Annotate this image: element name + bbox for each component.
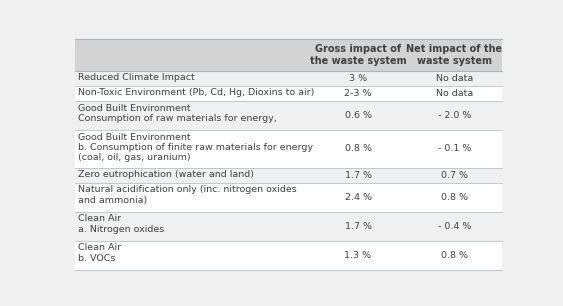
Bar (406, 183, 502, 212)
Text: 0.6 %: 0.6 % (345, 111, 372, 120)
Bar (310, 39, 406, 71)
Text: Gross impact of
the waste system: Gross impact of the waste system (310, 44, 406, 66)
Bar (310, 130, 406, 168)
Text: Zero eutrophication (water and land): Zero eutrophication (water and land) (78, 170, 254, 179)
Bar (75, 183, 310, 212)
Text: Good Built Environment
Consumption of raw materials for energy,: Good Built Environment Consumption of ra… (78, 104, 277, 123)
Bar (310, 101, 406, 130)
Text: 0.8 %: 0.8 % (345, 144, 372, 154)
Text: - 0.1 %: - 0.1 % (437, 144, 471, 154)
Text: No data: No data (436, 89, 473, 98)
Bar (406, 71, 502, 86)
Bar (75, 39, 310, 71)
Bar (406, 241, 502, 270)
Text: Clean Air
a. Nitrogen oxides: Clean Air a. Nitrogen oxides (78, 214, 164, 234)
Text: 2.4 %: 2.4 % (345, 193, 372, 202)
Bar (406, 39, 502, 71)
Bar (310, 183, 406, 212)
Bar (310, 241, 406, 270)
Bar (406, 101, 502, 130)
Text: 1.7 %: 1.7 % (345, 171, 372, 180)
Text: 2-3 %: 2-3 % (344, 89, 372, 98)
Text: 1.7 %: 1.7 % (345, 222, 372, 231)
Text: - 0.4 %: - 0.4 % (437, 222, 471, 231)
Text: Good Built Environment
b. Consumption of finite raw materials for energy
(coal, : Good Built Environment b. Consumption of… (78, 132, 313, 162)
Text: Natural acidification only (inc. nitrogen oxides
and ammonia): Natural acidification only (inc. nitroge… (78, 185, 297, 205)
Text: 3 %: 3 % (349, 74, 367, 83)
Text: 0.7 %: 0.7 % (441, 171, 468, 180)
Text: 0.8 %: 0.8 % (441, 251, 468, 260)
Text: Non-Toxic Environment (Pb, Cd, Hg, Dioxins to air): Non-Toxic Environment (Pb, Cd, Hg, Dioxi… (78, 88, 315, 97)
Text: 0.8 %: 0.8 % (441, 193, 468, 202)
Text: - 2.0 %: - 2.0 % (437, 111, 471, 120)
Text: Net impact of the
waste system: Net impact of the waste system (406, 44, 502, 66)
Bar (75, 241, 310, 270)
Bar (310, 212, 406, 241)
Bar (75, 130, 310, 168)
Text: Clean Air
b. VOCs: Clean Air b. VOCs (78, 243, 121, 263)
Bar (310, 86, 406, 101)
Bar (406, 212, 502, 241)
Bar (75, 71, 310, 86)
Text: No data: No data (436, 74, 473, 83)
Bar (75, 212, 310, 241)
Bar (406, 168, 502, 183)
Bar (75, 168, 310, 183)
Bar (406, 130, 502, 168)
Bar (310, 168, 406, 183)
Bar (75, 86, 310, 101)
Text: Reduced Climate Impact: Reduced Climate Impact (78, 73, 195, 82)
Bar (310, 71, 406, 86)
Bar (406, 86, 502, 101)
Bar (75, 101, 310, 130)
Text: 1.3 %: 1.3 % (345, 251, 372, 260)
